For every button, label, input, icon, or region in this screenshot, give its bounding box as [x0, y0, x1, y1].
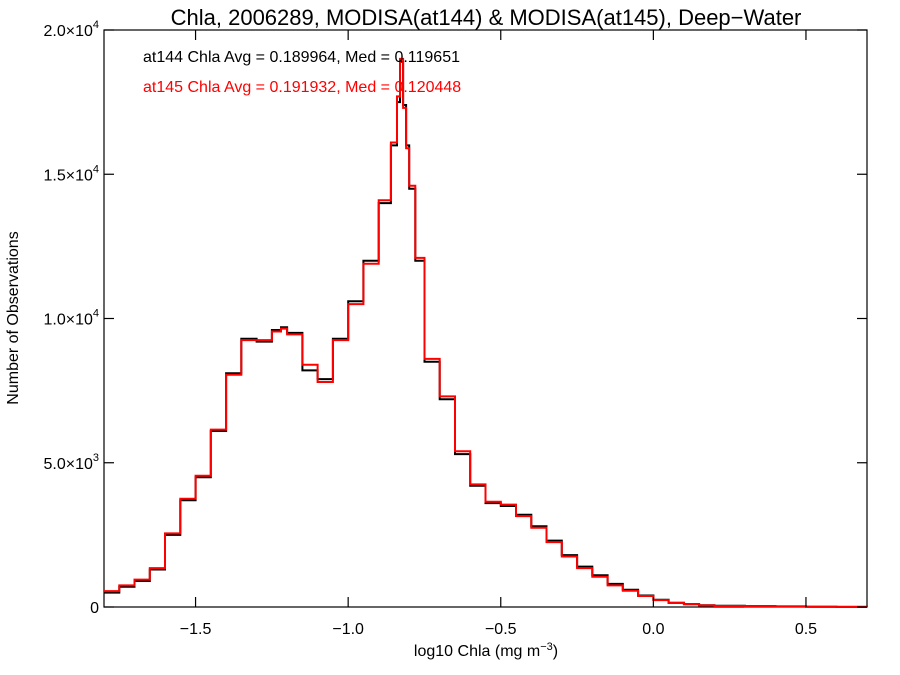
y-tick-labels: 0 5.0×103 1.0×104 1.5×104 2.0×104	[43, 19, 99, 617]
annotation-at145: at145 Chla Avg = 0.191932, Med = 0.12044…	[143, 79, 461, 96]
y-tick-label: 1.0×104	[43, 308, 99, 329]
y-axis-label: Number of Observations	[5, 231, 22, 404]
axis-ticks	[104, 29, 867, 608]
x-tick-label: −1.5	[180, 621, 212, 638]
x-tick-label: 0.0	[642, 621, 664, 638]
x-axis-label: log10 Chla (mg m−3)	[414, 641, 558, 660]
series-group	[104, 57, 868, 608]
x-axis-label-suffix: )	[553, 643, 558, 660]
x-tick-label: −1.0	[332, 621, 364, 638]
annotation-at144: at144 Chla Avg = 0.189964, Med = 0.11965…	[143, 49, 460, 66]
series-line-1	[104, 57, 868, 608]
x-axis-label-superscript: −3	[540, 641, 553, 653]
x-tick-labels: −1.5 −1.0 −0.5 0.0 0.5	[180, 621, 817, 638]
y-tick-label: 2.0×104	[43, 19, 99, 40]
x-tick-label: −0.5	[485, 621, 517, 638]
y-tick-label: 1.5×104	[43, 163, 99, 184]
y-tick-label: 5.0×103	[43, 452, 99, 473]
series-line-0	[104, 60, 868, 608]
plot-frame	[103, 29, 868, 608]
x-axis-label-main: log10 Chla (mg m	[414, 643, 540, 660]
x-tick-label: 0.5	[795, 621, 817, 638]
y-tick-label: 0	[90, 600, 99, 617]
chart-title: Chla, 2006289, MODISA(at144) & MODISA(at…	[171, 5, 802, 30]
